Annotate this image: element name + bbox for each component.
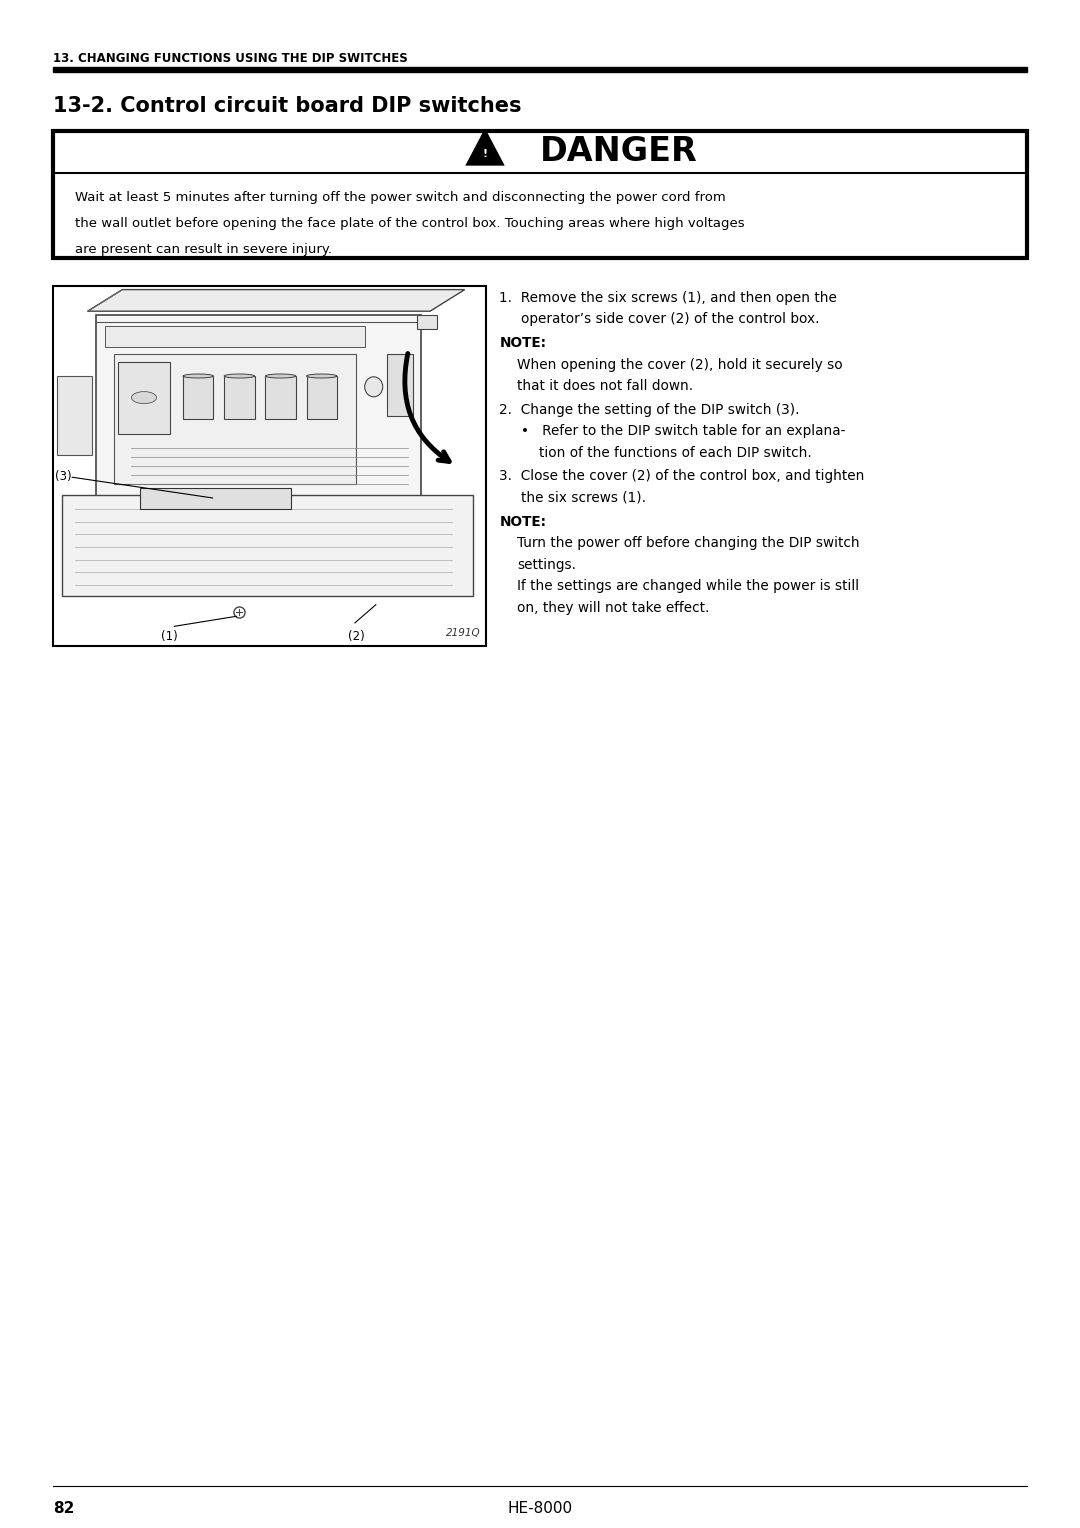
Bar (53, 131, 1027, 258)
Ellipse shape (365, 377, 382, 397)
Bar (139, 487, 292, 509)
Bar (183, 376, 214, 419)
Polygon shape (467, 130, 503, 165)
Text: settings.: settings. (517, 558, 577, 571)
Text: 13-2. Control circuit board DIP switches: 13-2. Control circuit board DIP switches (53, 96, 522, 116)
Bar (62, 495, 473, 596)
Text: (3): (3) (55, 471, 72, 483)
Text: 2191Q: 2191Q (446, 628, 481, 639)
Bar (118, 362, 170, 434)
Text: If the settings are changed while the power is still: If the settings are changed while the po… (517, 579, 860, 593)
Ellipse shape (225, 374, 255, 377)
Text: When opening the cover (2), hold it securely so: When opening the cover (2), hold it secu… (517, 358, 843, 371)
Bar (53, 286, 486, 646)
Bar (387, 354, 413, 416)
Bar (105, 325, 365, 347)
Text: tion of the functions of each DIP switch.: tion of the functions of each DIP switch… (539, 446, 812, 460)
Text: the six screws (1).: the six screws (1). (522, 490, 647, 504)
Polygon shape (96, 315, 421, 509)
Text: 13. CHANGING FUNCTIONS USING THE DIP SWITCHES: 13. CHANGING FUNCTIONS USING THE DIP SWI… (53, 52, 408, 66)
Text: DANGER: DANGER (540, 136, 698, 168)
Text: NOTE:: NOTE: (499, 515, 546, 529)
Text: (2): (2) (348, 630, 364, 643)
Text: !: ! (483, 148, 487, 159)
Text: operator’s side cover (2) of the control box.: operator’s side cover (2) of the control… (522, 313, 820, 327)
Text: 3.  Close the cover (2) of the control box, and tighten: 3. Close the cover (2) of the control bo… (499, 469, 865, 483)
Text: are present can result in severe injury.: are present can result in severe injury. (75, 243, 332, 257)
Text: that it does not fall down.: that it does not fall down. (517, 379, 693, 393)
Ellipse shape (183, 374, 214, 377)
Ellipse shape (307, 374, 337, 377)
Polygon shape (87, 290, 464, 312)
Text: 1.  Remove the six screws (1), and then open the: 1. Remove the six screws (1), and then o… (499, 290, 837, 306)
Text: •   Refer to the DIP switch table for an explana-: • Refer to the DIP switch table for an e… (522, 425, 846, 439)
Bar (113, 354, 356, 484)
Text: 2.  Change the setting of the DIP switch (3).: 2. Change the setting of the DIP switch … (499, 403, 800, 417)
Bar (57, 376, 92, 455)
Text: the wall outlet before opening the face plate of the control box. Touching areas: the wall outlet before opening the face … (75, 217, 744, 231)
Ellipse shape (132, 391, 157, 403)
Bar (307, 376, 337, 419)
Bar (225, 376, 255, 419)
Bar (266, 376, 296, 419)
Text: on, they will not take effect.: on, they will not take effect. (517, 601, 710, 614)
Text: 82: 82 (53, 1500, 75, 1516)
Ellipse shape (266, 374, 296, 377)
Bar (53, 67, 1027, 72)
Text: Wait at least 5 minutes after turning off the power switch and disconnecting the: Wait at least 5 minutes after turning of… (75, 191, 726, 205)
Text: HE-8000: HE-8000 (508, 1500, 572, 1516)
Text: Turn the power off before changing the DIP switch: Turn the power off before changing the D… (517, 536, 860, 550)
Bar (417, 315, 437, 329)
Text: (1): (1) (161, 630, 178, 643)
Text: NOTE:: NOTE: (499, 336, 546, 350)
